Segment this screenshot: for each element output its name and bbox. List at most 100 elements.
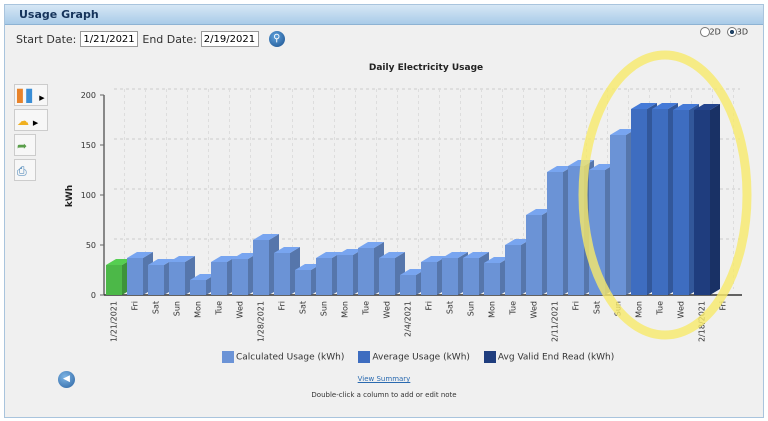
export-button[interactable]: ➦ (14, 134, 36, 156)
bar (316, 258, 332, 295)
bar-top (694, 104, 720, 110)
x-tick-label: Wed (383, 301, 392, 318)
bar-top (673, 104, 699, 110)
end-date-input[interactable] (200, 31, 259, 47)
bar-chart-icon: ▋ (17, 89, 27, 103)
y-tick-label: 150 (81, 141, 96, 150)
bar-top (295, 264, 321, 270)
bar (526, 215, 542, 295)
back-button[interactable]: ◀ (58, 371, 75, 388)
x-tick-label: Tue (362, 301, 371, 316)
x-tick-label: Wed (530, 301, 539, 318)
x-tick-label: Sun (320, 301, 329, 316)
bar (127, 258, 143, 295)
bar-top (631, 103, 657, 109)
bar-top (547, 166, 573, 172)
x-tick-label: Tue (215, 301, 224, 316)
print-button[interactable]: ⎙ (14, 159, 36, 181)
legend-item-calculated[interactable]: Calculated Usage (kWh) (222, 351, 344, 363)
x-tick-label: Sat (152, 301, 161, 314)
x-tick-label: Sat (299, 301, 308, 314)
bar-top (253, 234, 279, 240)
bar (547, 172, 563, 295)
x-tick-label: Fri (278, 301, 287, 311)
x-tick-label: 1/21/2021 (110, 301, 119, 342)
x-tick-label: Fri (131, 301, 140, 311)
view-mode-radios: 2D 3D (699, 27, 748, 37)
bar (295, 270, 311, 295)
radio-3d-label: 3D (736, 27, 748, 37)
bar (652, 109, 668, 295)
bar-top (211, 256, 237, 262)
print-icon: ⎙ (17, 164, 27, 178)
x-tick-label: Mon (488, 301, 497, 318)
x-tick-label: Wed (677, 301, 686, 318)
bar-top (169, 256, 195, 262)
bar (337, 255, 353, 295)
bar (274, 253, 290, 295)
bar-top (127, 252, 153, 258)
start-date-input[interactable] (80, 31, 139, 47)
x-tick-label: 1/28/2021 (257, 301, 266, 342)
bar (232, 259, 248, 295)
bar-top (400, 269, 426, 275)
bar (505, 245, 521, 295)
bar-top (337, 249, 363, 255)
bar-top (274, 247, 300, 253)
bar-top (106, 259, 132, 265)
weather-button[interactable]: ☁ ▶ (14, 109, 48, 131)
chevron-left-icon: ◀ (63, 374, 70, 384)
start-date-label: Start Date: (16, 32, 77, 46)
x-tick-label: Fri (572, 301, 581, 311)
legend-label: Avg Valid End Read (kWh) (497, 352, 615, 363)
bar-top (190, 274, 216, 280)
bar (400, 275, 416, 295)
bar-top (232, 253, 258, 259)
x-tick-label: 2/4/2021 (404, 301, 413, 337)
legend-item-average[interactable]: Average Usage (kWh) (358, 351, 470, 363)
view-summary-link[interactable]: View Summary (357, 375, 411, 383)
bar-top (505, 239, 531, 245)
end-date-label: End Date: (142, 32, 197, 46)
y-tick-label: 100 (81, 191, 96, 200)
panel-title: Usage Graph (5, 5, 763, 25)
bar (442, 258, 458, 295)
legend-item-end-read[interactable]: Avg Valid End Read (kWh) (483, 351, 615, 363)
bar (631, 109, 647, 295)
legend-label: Average Usage (kWh) (372, 352, 470, 363)
search-button[interactable]: ⚲ (268, 31, 285, 47)
bar-top (316, 252, 342, 258)
bar-top (442, 252, 468, 258)
y-axis-label: kWh (65, 185, 75, 207)
radio-3d[interactable]: 3D (726, 27, 748, 37)
bar (379, 258, 395, 295)
bar-top (484, 257, 510, 263)
legend-label: Calculated Usage (kWh) (236, 352, 345, 363)
bar (106, 265, 122, 295)
chart-type-button[interactable]: ▋▋ ▶ (14, 84, 48, 106)
submenu-arrow-icon: ▶ (32, 119, 39, 127)
bar-top (358, 242, 384, 248)
radio-2d-label: 2D (709, 27, 721, 37)
x-tick-label: Sat (593, 301, 602, 314)
y-tick-label: 50 (86, 241, 96, 250)
bar-top (379, 252, 405, 258)
bar-top (148, 259, 174, 265)
date-toolbar: Start Date: End Date: ⚲ (12, 28, 764, 50)
x-tick-label: Fri (425, 301, 434, 311)
submenu-arrow-icon: ▶ (39, 94, 45, 102)
weather-icon: ☁ (17, 114, 29, 128)
bar (694, 110, 710, 295)
x-tick-label: Sun (173, 301, 182, 316)
radio-2d[interactable]: 2D (699, 27, 721, 37)
highlight-annotation (578, 50, 752, 340)
x-tick-label: Tue (509, 301, 518, 316)
chart-legend: Calculated Usage (kWh) Average Usage (kW… (222, 351, 614, 363)
x-tick-label: Tue (656, 301, 665, 316)
bar (463, 258, 479, 295)
chart-note: Double-click a column to add or edit not… (311, 391, 457, 399)
bar (253, 240, 269, 295)
x-tick-label: Mon (341, 301, 350, 318)
bar-top (652, 103, 678, 109)
